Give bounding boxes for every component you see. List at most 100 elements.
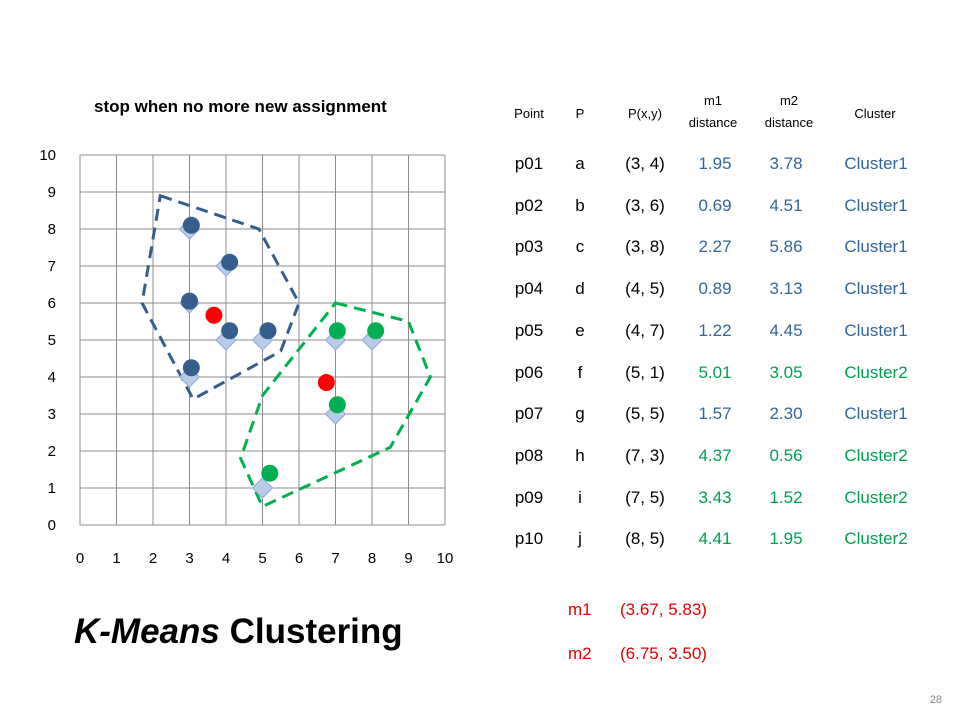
table-cell-m1: 1.57 [698, 404, 732, 424]
y-tick-label: 7 [48, 258, 56, 275]
slide-number: 28 [929, 694, 942, 706]
y-tick-label: 9 [48, 184, 56, 201]
table-cell-m2: 4.45 [769, 320, 803, 340]
x-tick-label: 10 [437, 550, 454, 567]
header-m1: m1 distance [678, 90, 748, 134]
cluster1-point [182, 216, 200, 234]
table-cell-point: p07 [514, 404, 544, 424]
table-cell-m2: 3.13 [769, 279, 803, 299]
header-point: Point [514, 106, 544, 121]
table-cell-p: c [575, 237, 585, 257]
table-cell-m2: 0.56 [769, 445, 803, 465]
table-cell-m1: 0.69 [698, 195, 732, 215]
table-cell-m1: 5.01 [698, 362, 732, 382]
header-m2-line1: m2 [779, 93, 799, 108]
data-points [178, 216, 385, 499]
table-cell-cluster: Cluster1 [844, 154, 908, 173]
table-cell-m1: 1.95 [698, 154, 732, 173]
y-tick-label: 6 [48, 295, 56, 312]
table-cell-cluster: Cluster1 [844, 237, 908, 257]
cluster2-point [261, 464, 279, 482]
table-cell-m1: 3.43 [698, 487, 732, 507]
table-cell-pxy: (3, 6) [625, 195, 665, 215]
x-tick-label: 4 [222, 550, 230, 567]
table-cell-pxy: (8, 5) [625, 529, 665, 549]
table-cell-point: p04 [514, 279, 544, 299]
x-tick-label: 9 [404, 550, 412, 567]
table-cell-p: i [578, 487, 582, 507]
mean-m2-label: m2 [568, 644, 592, 663]
x-tick-label: 5 [258, 550, 266, 567]
table-cell-pxy: (4, 7) [625, 320, 665, 340]
cluster1-boundary [140, 193, 301, 402]
table-cell-m2: 3.78 [769, 154, 803, 173]
table-cell-m1: 0.89 [698, 279, 732, 299]
table-cell-pxy: (7, 3) [625, 445, 665, 465]
table-cell-m2: 2.30 [769, 404, 803, 424]
mean-m1-label: m1 [568, 600, 592, 619]
table-cell-m2: 3.05 [769, 362, 803, 382]
table-cell-p: h [575, 445, 585, 465]
mean-m2-value: (6.75, 3.50) [620, 644, 707, 663]
table-cell-point: p02 [514, 195, 544, 215]
table-cell-p: a [575, 154, 585, 173]
header-m1-line1: m1 [703, 93, 723, 108]
cluster1-point [221, 253, 239, 271]
table-cell-cluster: Cluster1 [844, 404, 908, 424]
header-m2: m2 distance [752, 90, 826, 134]
table-cell-cluster: Cluster1 [844, 320, 908, 340]
x-tick-label: 1 [112, 550, 120, 567]
y-tick-label: 3 [48, 406, 56, 423]
table-cell-m1: 2.27 [698, 237, 732, 257]
table-cell-p: e [575, 320, 585, 340]
table-cell-pxy: (4, 5) [625, 279, 665, 299]
centroid-point [205, 306, 223, 324]
table-cell-cluster: Cluster1 [844, 279, 908, 299]
table-cell-m1: 4.37 [698, 445, 732, 465]
cluster2-point [328, 396, 346, 414]
table-cell-p: f [577, 362, 583, 382]
slide-title-plain: Clustering [219, 612, 403, 651]
table-cell-p: j [578, 529, 582, 549]
cluster1-point [181, 292, 198, 310]
header-cluster: Cluster [854, 106, 896, 121]
cluster1-point [221, 322, 239, 340]
table-cell-point: p08 [514, 445, 544, 465]
table-cell-cluster: Cluster2 [844, 445, 908, 465]
slide-title: K-Means Clustering [74, 612, 403, 652]
cluster2-point [328, 322, 346, 340]
table-cell-point: p05 [514, 320, 544, 340]
x-tick-label: 8 [368, 550, 376, 567]
table-cell-m2: 1.52 [769, 487, 803, 507]
x-tick-label: 7 [331, 550, 339, 567]
table-cell-cluster: Cluster2 [844, 362, 908, 382]
table-cell-p: d [575, 279, 585, 299]
y-tick-label: 2 [48, 443, 56, 460]
table-cell-point: p10 [514, 529, 544, 549]
y-tick-label: 8 [48, 221, 56, 238]
table-cell-pxy: (5, 1) [625, 362, 665, 382]
x-tick-label: 0 [76, 550, 84, 567]
table-cell-point: p03 [514, 237, 544, 257]
cluster2-boundary [238, 301, 433, 509]
y-tick-label: 10 [39, 147, 56, 164]
table-cell-m1: 1.22 [698, 320, 732, 340]
table-cell-m2: 5.86 [769, 237, 803, 257]
x-tick-label: 3 [185, 550, 193, 567]
table-cell-point: p09 [514, 487, 544, 507]
cluster-boundaries [140, 193, 433, 509]
table-cell-cluster: Cluster2 [844, 487, 908, 507]
y-tick-label: 0 [48, 517, 56, 534]
y-tick-label: 4 [48, 369, 56, 386]
table-cell-cluster: Cluster1 [844, 195, 908, 215]
header-p: P [575, 106, 585, 121]
cluster1-point [259, 322, 277, 340]
chart-title: stop when no more new assignment [94, 97, 387, 116]
centroid-point [317, 374, 335, 392]
slide-title-italic: K-Means [74, 612, 220, 651]
cluster2-point [367, 322, 385, 340]
x-tick-label: 6 [295, 550, 303, 567]
table-cell-p: g [575, 404, 585, 424]
table-cell-pxy: (3, 4) [625, 154, 665, 173]
